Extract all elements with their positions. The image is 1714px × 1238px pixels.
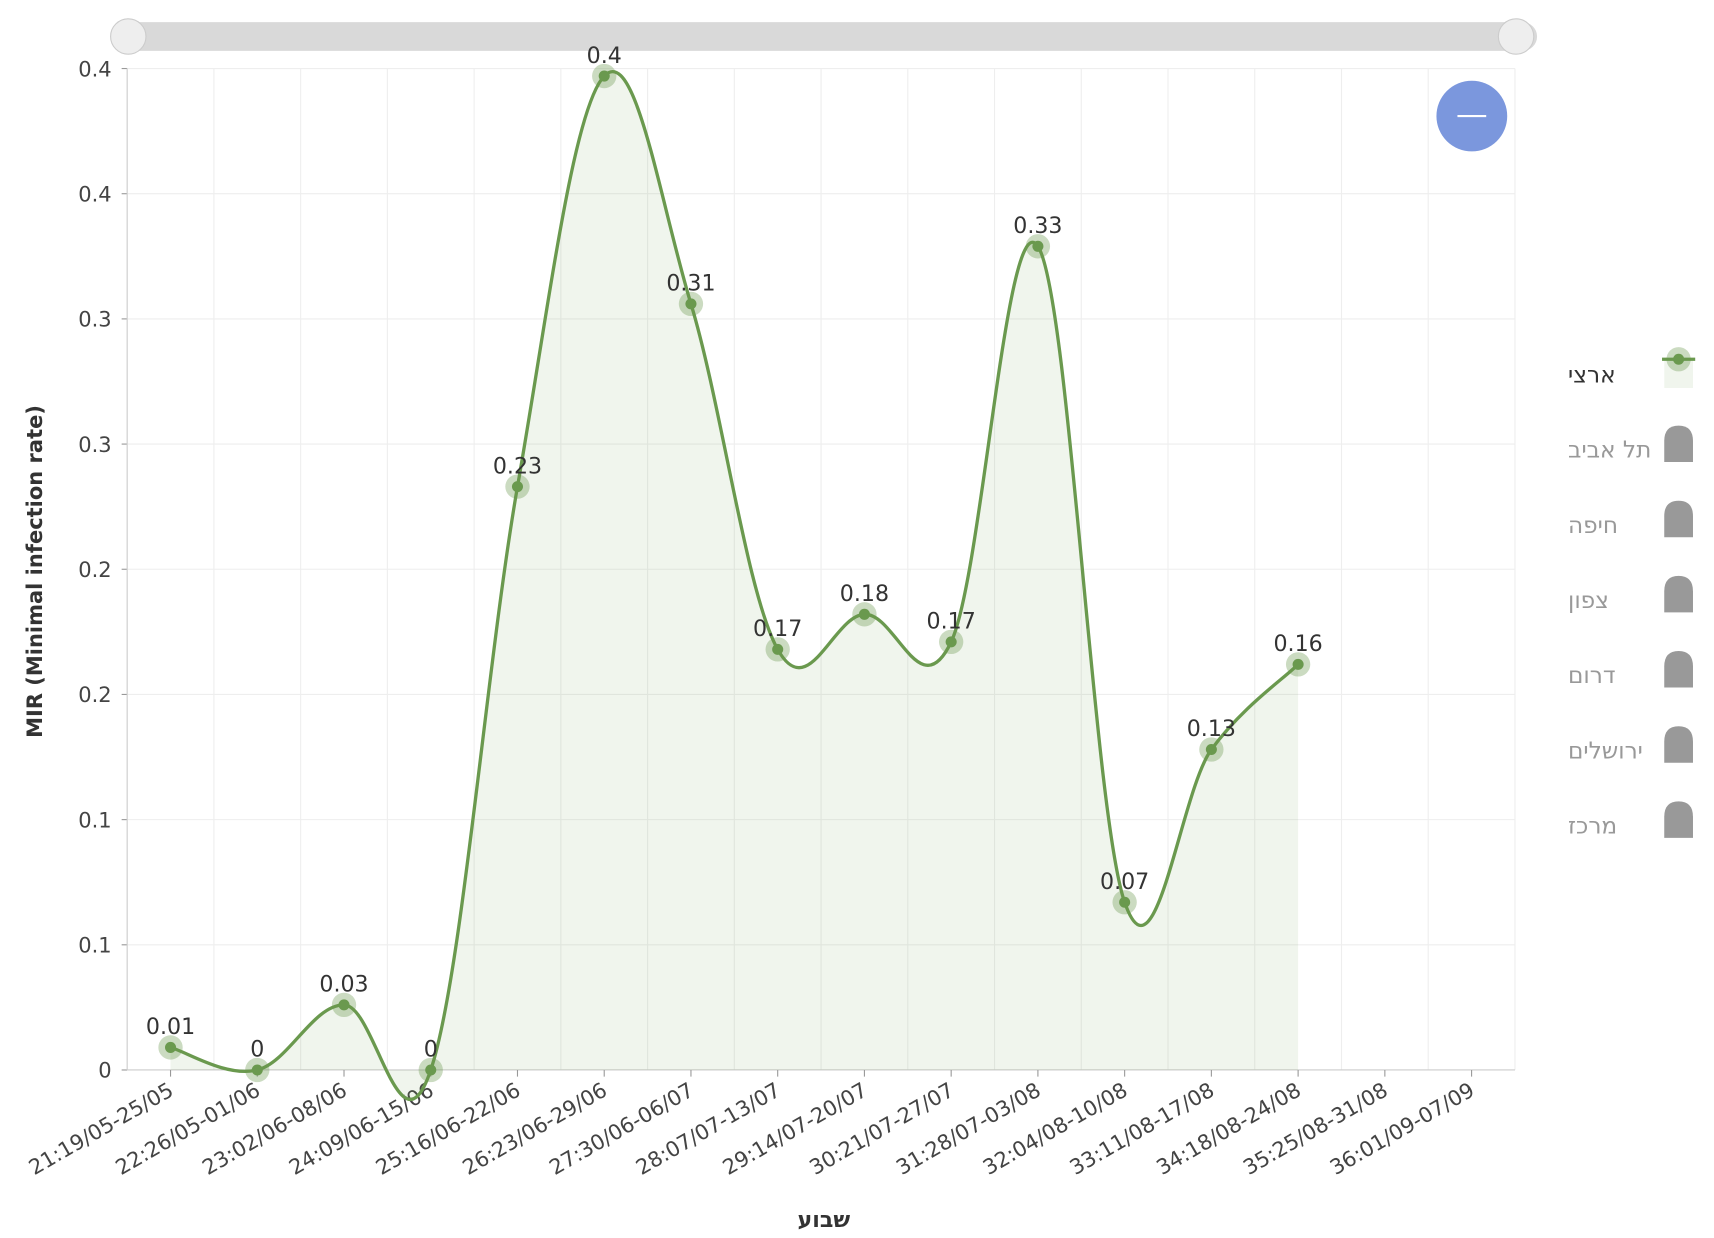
y-tick-label: 0.2 (78, 683, 111, 707)
point (858, 608, 870, 620)
value-label: 0.17 (753, 616, 802, 642)
point (251, 1064, 263, 1076)
value-label: 0.17 (927, 609, 976, 635)
y-tick-label: 0.2 (78, 558, 111, 582)
value-label: 0.16 (1273, 631, 1322, 657)
point (598, 70, 610, 82)
point (945, 636, 957, 648)
zoom-handle[interactable] (1497, 18, 1535, 55)
point (772, 643, 784, 655)
x-axis-label: שבוע (798, 1207, 851, 1233)
x-tick-label: 23:02/06-08/06 (198, 1078, 351, 1180)
value-label: 0.01 (146, 1014, 195, 1040)
value-label: 0.4 (587, 43, 622, 69)
value-label: 0.23 (493, 453, 542, 479)
legend-label-hidden[interactable]: חיפה (1568, 512, 1618, 539)
value-label: 0.03 (319, 972, 368, 998)
point (685, 298, 697, 310)
legend-label-hidden[interactable]: צפון (1568, 587, 1609, 614)
x-tick-label: 29:14/07-20/07 (719, 1078, 872, 1180)
legend-swatch-hidden (1664, 575, 1693, 613)
x-tick-label: 27:30/06-06/07 (545, 1078, 698, 1180)
value-label: 0.07 (1100, 869, 1149, 895)
x-tick-label: 30:21/07-27/07 (805, 1078, 958, 1180)
legend-swatch-hidden (1664, 726, 1693, 763)
x-tick-label: 32:04/08-10/08 (979, 1078, 1132, 1180)
y-tick-label: 0 (98, 1059, 111, 1083)
line (170, 70, 1300, 1102)
point (1119, 896, 1131, 908)
zoom-slider[interactable] (123, 22, 1538, 51)
y-tick-label: 0.4 (78, 57, 111, 81)
area (170, 71, 1299, 1100)
legend-swatch-hidden (1664, 500, 1693, 538)
x-tick-label: 25:16/06-22/06 (372, 1078, 525, 1180)
legend-label-hidden[interactable]: דרום (1568, 662, 1615, 689)
y-tick-label: 0.1 (78, 934, 111, 958)
point (165, 1041, 177, 1053)
point (338, 999, 350, 1011)
legend-label-hidden[interactable]: מרכז (1568, 812, 1617, 839)
x-tick-label: 21:19/05-25/05 (25, 1078, 178, 1180)
zoom-handle[interactable] (110, 18, 147, 55)
point (425, 1064, 437, 1076)
legend-swatch-hidden (1664, 801, 1693, 838)
value-label: 0.13 (1187, 716, 1236, 742)
y-axis-label: MIR (Minimal infection rate) (23, 405, 47, 738)
legend-swatch-dot (1673, 353, 1685, 365)
x-tick-label: 31:28/07-03/08 (892, 1078, 1045, 1180)
x-tick-label: 35:25/08-31/08 (1239, 1078, 1392, 1180)
legend-swatch-hidden (1664, 425, 1693, 463)
x-tick-label: 26:23/06-29/06 (458, 1078, 611, 1180)
point (1292, 658, 1304, 670)
value-label: 0.31 (666, 271, 715, 297)
x-tick-label: 36:01/09-07/09 (1326, 1078, 1479, 1180)
x-tick-label: 28:07/07-13/07 (632, 1078, 785, 1180)
value-label: 0 (424, 1037, 438, 1063)
x-tick-label: 34:18/08-24/08 (1152, 1078, 1305, 1180)
value-label: 0.33 (1013, 213, 1062, 239)
legend-label[interactable]: ארצי (1568, 361, 1616, 388)
point (1205, 743, 1217, 756)
point (511, 481, 524, 493)
point (1032, 240, 1044, 252)
x-tick-label: 22:26/05-01/06 (112, 1078, 265, 1180)
value-label: 0 (250, 1037, 264, 1063)
y-tick-label: 0.3 (78, 433, 111, 457)
legend-label-hidden[interactable]: ירושלים (1568, 737, 1643, 764)
legend-swatch-hidden (1664, 651, 1693, 688)
y-tick-label: 0.3 (78, 308, 111, 332)
y-tick-label: 0.4 (78, 182, 111, 206)
x-tick-label: 33:11/08-17/08 (1066, 1078, 1219, 1180)
value-label: 0.18 (840, 581, 889, 607)
y-tick-label: 0.1 (78, 808, 111, 832)
legend-label-hidden[interactable]: תל אביב (1568, 437, 1651, 464)
